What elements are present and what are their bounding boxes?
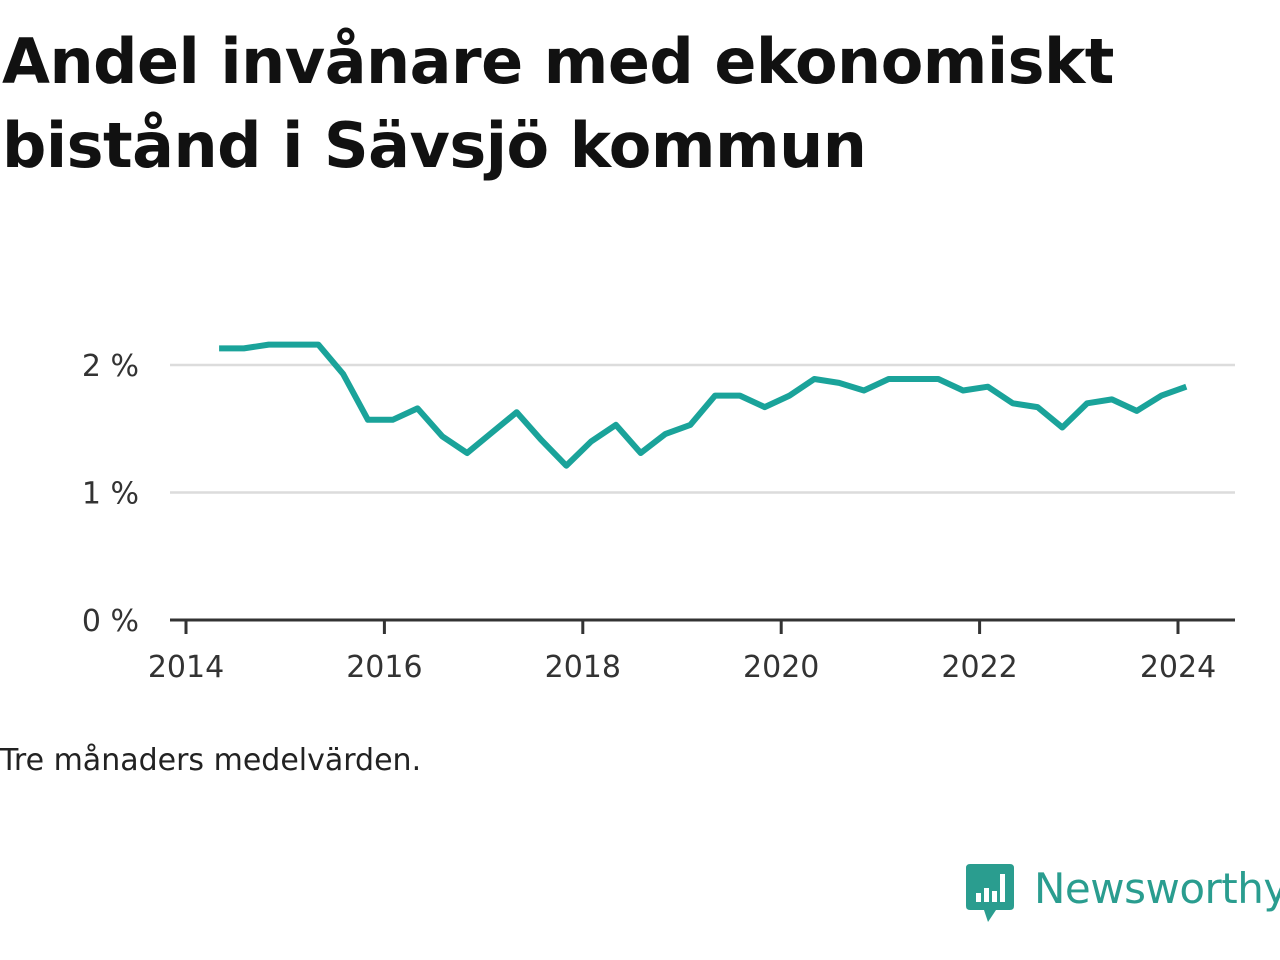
chart-title: Andel invånare med ekonomiskt bistånd i …	[2, 25, 1114, 182]
x-tick-label: 2016	[346, 650, 422, 685]
y-tick-label: 2 %	[82, 349, 139, 384]
series-line	[219, 341, 1188, 469]
y-tick-label: 0 %	[82, 604, 139, 639]
x-tick-label: 2024	[1140, 650, 1216, 685]
grid-lines	[170, 363, 1235, 494]
x-tick-label: 2018	[545, 650, 621, 685]
line-chart: 0 % 1 % 2 % 2014 2016 2018 2020 2022 2024	[82, 341, 1235, 685]
chart-note: Tre månaders medelvärden.	[0, 743, 422, 778]
x-tick-label: 2022	[941, 650, 1017, 685]
series-group	[219, 341, 1188, 469]
x-axis: 2014 2016 2018 2020 2022 2024	[148, 618, 1235, 685]
newsworthy-logo-icon	[966, 864, 1014, 922]
brand-name: Newsworthy	[1034, 864, 1280, 913]
y-tick-label: 1 %	[82, 477, 139, 512]
x-tick-label: 2014	[148, 650, 224, 685]
brand[interactable]: Newsworthy	[964, 862, 1280, 926]
y-axis: 0 % 1 % 2 %	[82, 349, 139, 639]
x-tick-label: 2020	[743, 650, 819, 685]
